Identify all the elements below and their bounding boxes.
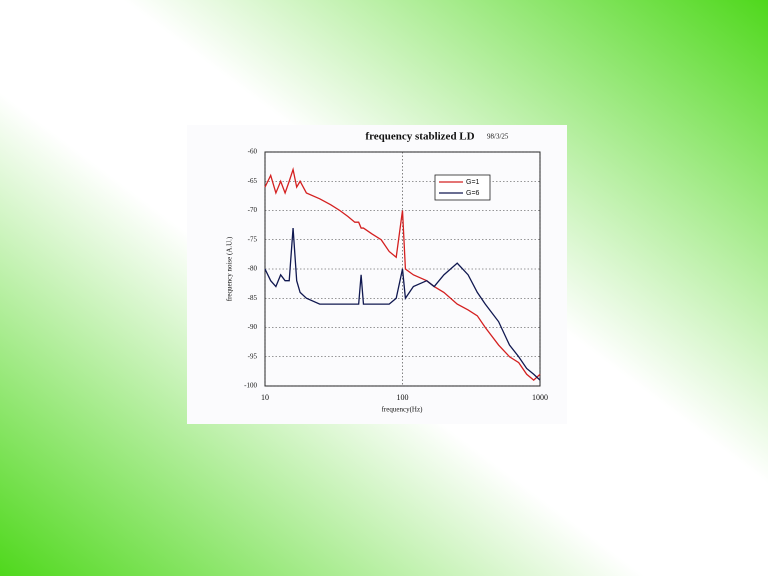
chart-title: frequency stablized LD (365, 131, 474, 143)
legend-label: G=1 (466, 179, 480, 186)
y-axis-label: frequency noise (A.U.) (226, 236, 234, 301)
legend-label: G=6 (466, 190, 480, 197)
y-tick-label: -100 (244, 382, 257, 390)
y-tick-label: -90 (248, 323, 258, 331)
x-axis-label: frequency(Hz) (382, 406, 423, 414)
y-tick-label: -95 (248, 352, 258, 360)
series-line (264, 167, 541, 382)
y-tick-label: -60 (248, 148, 258, 156)
x-tick-label: 100 (397, 393, 409, 402)
x-tick-label: 1000 (532, 393, 548, 402)
y-tick-label: -85 (248, 294, 258, 302)
y-tick-label: -65 (248, 177, 258, 185)
legend-box (434, 174, 491, 201)
date-annotation: 98/3/25 (487, 133, 509, 141)
y-tick-label: -70 (248, 206, 258, 214)
series-line (264, 228, 541, 381)
y-tick-label: -75 (248, 235, 258, 243)
chart-panel (187, 125, 567, 424)
y-tick-label: -80 (248, 265, 258, 273)
x-tick-label: 10 (261, 393, 269, 402)
